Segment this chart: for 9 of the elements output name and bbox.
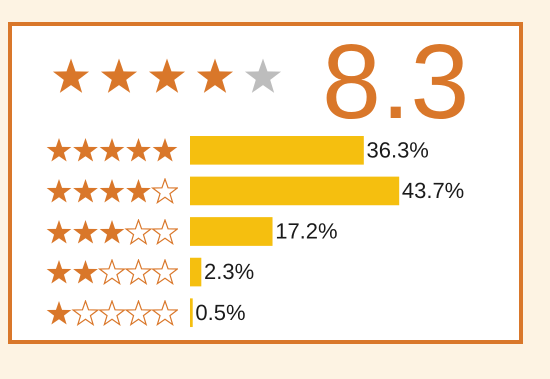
- bar: [190, 258, 202, 286]
- data-label: 2.3%: [204, 259, 254, 284]
- data-label: 43.7%: [402, 178, 464, 203]
- data-label: 17.2%: [275, 218, 338, 244]
- data-label: 0.5%: [195, 300, 246, 325]
- bar: [190, 176, 400, 206]
- bar: [190, 298, 193, 328]
- bar: [190, 217, 273, 246]
- bar: [190, 136, 364, 165]
